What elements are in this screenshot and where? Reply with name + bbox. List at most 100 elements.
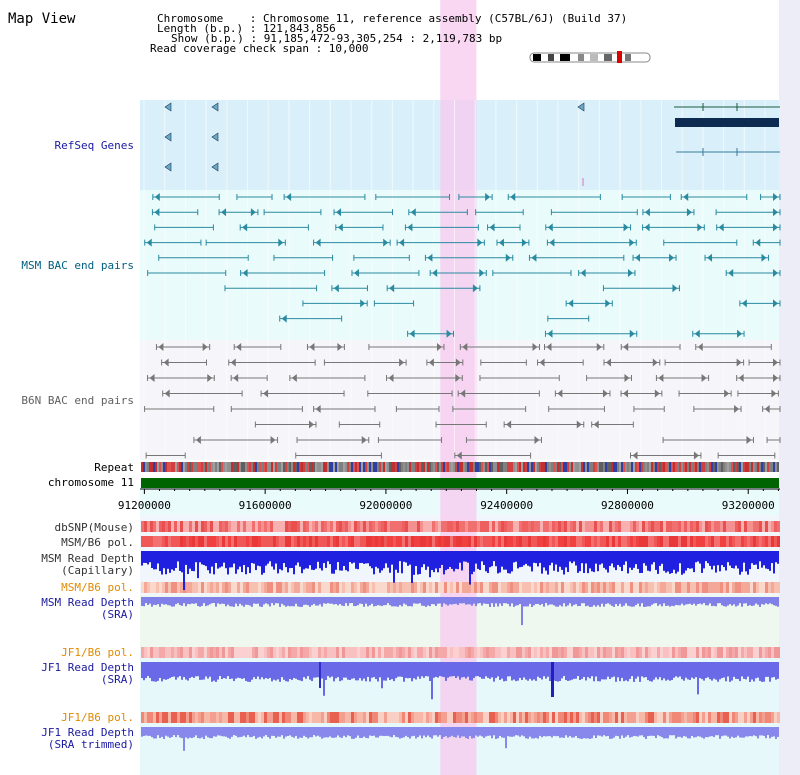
right-scroll-gutter[interactable] <box>779 0 800 775</box>
jf1-depth-trimmed-bar <box>407 727 409 738</box>
jf1-depth-sra-bar <box>589 662 591 679</box>
msm-depth-capillary-bar <box>749 551 751 570</box>
gene-arrow-marker[interactable] <box>577 102 585 112</box>
gene-refseq-2[interactable] <box>675 118 779 127</box>
msm-depth-sra-bar <box>435 597 437 607</box>
repeat-segment <box>507 462 509 472</box>
msm-depth-capillary-bar <box>591 551 593 572</box>
msm-b6-pol-cell <box>156 536 159 547</box>
jf1-depth-sra-bar <box>423 662 425 678</box>
jf1-depth-sra-bar <box>729 662 731 682</box>
repeat-segment <box>383 462 385 472</box>
jf1-depth-trimmed-bar <box>507 727 509 737</box>
jf1-b6-pol-cell <box>456 647 459 658</box>
jf1-b6-pol2-cell <box>360 712 363 723</box>
msm-b6-pol2-cell <box>324 582 327 593</box>
msm-depth-capillary-bar <box>371 551 373 569</box>
jf1-depth-trimmed-bar <box>455 727 457 738</box>
msm-bac-pair-arrow <box>694 329 700 338</box>
dbsnp-cell <box>405 521 408 532</box>
jf1-b6-pol2-cell <box>519 712 522 723</box>
jf1-depth-trimmed-bar <box>649 727 651 736</box>
jf1-depth-sra-bar <box>193 662 195 678</box>
msm-depth-sra-bar <box>187 597 189 604</box>
jf1-depth-sra-bar <box>619 662 621 682</box>
msm-depth-capillary-bar <box>241 551 243 573</box>
dbsnp-cell <box>360 521 363 532</box>
jf1-depth-trimmed-bar <box>417 727 419 738</box>
gene-arrow-marker[interactable] <box>164 132 172 142</box>
repeat-segment <box>233 462 235 472</box>
jf1-depth-trimmed-bar <box>221 727 223 737</box>
msm-bac-pair-arrow <box>410 208 416 217</box>
jf1-depth-sra-bar <box>759 662 761 681</box>
selected-region-highlight[interactable] <box>440 0 477 775</box>
jf1-b6-pol-cell <box>141 647 144 658</box>
msm-depth-capillary-bar <box>667 551 669 572</box>
axis-tick-label: 92000000 <box>359 499 412 512</box>
msm-bac-pair-arrow <box>477 238 483 247</box>
msm-depth-capillary-bar <box>769 551 771 571</box>
msm-depth-sra-bar <box>145 597 147 604</box>
jf1-depth-sra-bar <box>631 662 633 677</box>
msm-b6-pol-cell <box>468 536 471 547</box>
chromosome-ideogram[interactable] <box>529 51 651 63</box>
dbsnp-cell <box>168 521 171 532</box>
jf1-depth-trimmed-bar <box>551 727 553 738</box>
repeat-segment <box>477 462 479 472</box>
gene-arrow-marker[interactable] <box>164 162 172 172</box>
jf1-depth-trimmed-bar <box>329 727 331 737</box>
msm-depth-sra-bar <box>415 597 417 604</box>
msm-depth-capillary-bar <box>201 551 203 565</box>
msm-bac-pair-arrow <box>623 223 629 232</box>
msm-depth-capillary-bar <box>433 551 435 573</box>
jf1-depth-sra-bar <box>579 662 581 681</box>
gene-arrow-marker[interactable] <box>164 102 172 112</box>
jf1-depth-trimmed-bar <box>561 727 563 738</box>
repeat-segment <box>221 462 223 472</box>
msm-b6-pol-cell <box>306 536 309 547</box>
msm-depth-capillary-bar <box>181 551 183 573</box>
jf1-depth-sra-bar <box>523 662 525 678</box>
dbsnp-cell <box>753 521 756 532</box>
jf1-b6-pol2-cell <box>150 712 153 723</box>
jf1-depth-trimmed-bar <box>389 727 391 737</box>
repeat-segment <box>671 462 673 472</box>
msm-b6-pol-cell <box>705 536 708 547</box>
jf1-depth-trimmed-bar <box>331 727 333 738</box>
msm-depth-sra-bar <box>243 597 245 607</box>
msm-b6-pol2-cell <box>165 582 168 593</box>
dbsnp-cell <box>273 521 276 532</box>
jf1-b6-pol-cell <box>408 647 411 658</box>
dbsnp-cell <box>342 521 345 532</box>
gene-arrow-marker[interactable] <box>211 102 219 112</box>
msm-depth-sra-bar <box>423 597 425 606</box>
msm-depth-capillary-bar <box>619 551 621 567</box>
msm-depth-sra-bar <box>397 597 399 607</box>
jf1-b6-pol2-cell <box>495 712 498 723</box>
jf1-b6-pol-cell <box>252 647 255 658</box>
jf1-b6-pol2-cell <box>729 712 732 723</box>
jf1-depth-sra-bar <box>429 662 431 681</box>
gene-arrow-marker[interactable] <box>211 132 219 142</box>
msm-depth-sra-bar <box>753 597 755 606</box>
jf1-b6-pol-cell <box>228 647 231 658</box>
msm-b6-pol2-cell <box>582 582 585 593</box>
msm-depth-sra-bar <box>231 597 233 607</box>
chromosome-bar[interactable] <box>141 478 779 488</box>
repeat-segment <box>619 462 621 472</box>
msm-b6-pol-cell <box>576 536 579 547</box>
msm-depth-sra-bar <box>149 597 151 604</box>
gene-arrow-marker[interactable] <box>211 162 219 172</box>
repeat-segment <box>275 462 277 472</box>
msm-depth-capillary-bar <box>443 551 445 575</box>
jf1-depth-trimmed-bar <box>569 727 571 737</box>
repeat-segment <box>315 462 317 472</box>
jf1-depth-trimmed-bar <box>543 727 545 737</box>
msm-b6-pol-cell <box>597 536 600 547</box>
msm-depth-capillary-bar <box>369 551 371 567</box>
jf1-depth-trimmed-bar <box>467 727 469 739</box>
msm-b6-pol-cell <box>477 536 480 547</box>
jf1-b6-pol-cell <box>423 647 426 658</box>
msm-b6-pol2-cell <box>720 582 723 593</box>
